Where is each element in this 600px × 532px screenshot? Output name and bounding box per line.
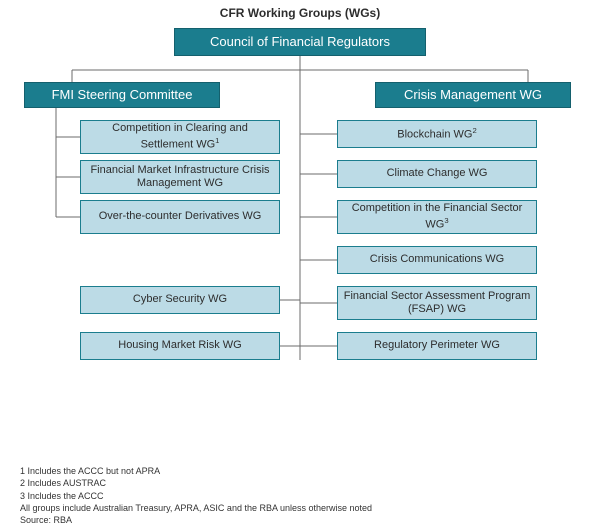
node-b1: Cyber Security WG	[80, 286, 280, 314]
node-b2: Housing Market Risk WG	[80, 332, 280, 360]
node-fmi: FMI Steering Committee	[24, 82, 220, 108]
footnote-line: All groups include Australian Treasury, …	[20, 502, 372, 514]
node-r6: Regulatory Perimeter WG	[337, 332, 537, 360]
node-r5: Financial Sector Assessment Program (FSA…	[337, 286, 537, 320]
node-l3: Over-the-counter Derivatives WG	[80, 200, 280, 234]
node-r1: Blockchain WG2	[337, 120, 537, 148]
footnote-line: 2 Includes AUSTRAC	[20, 477, 372, 489]
footnote-line: Source: RBA	[20, 514, 372, 526]
footnote-line: 3 Includes the ACCC	[20, 490, 372, 502]
node-r2: Climate Change WG	[337, 160, 537, 188]
node-crisis: Crisis Management WG	[375, 82, 571, 108]
footnotes: 1 Includes the ACCC but not APRA2 Includ…	[20, 465, 372, 526]
footnote-line: 1 Includes the ACCC but not APRA	[20, 465, 372, 477]
node-l1: Competition in Clearing and Settlement W…	[80, 120, 280, 154]
node-r4: Crisis Communications WG	[337, 246, 537, 274]
chart-title: CFR Working Groups (WGs)	[0, 6, 600, 20]
org-chart: CFR Working Groups (WGs) 1 Includes the …	[0, 0, 600, 532]
node-root: Council of Financial Regulators	[174, 28, 426, 56]
node-r3: Competition in the Financial Sector WG3	[337, 200, 537, 234]
node-l2: Financial Market Infrastructure Crisis M…	[80, 160, 280, 194]
